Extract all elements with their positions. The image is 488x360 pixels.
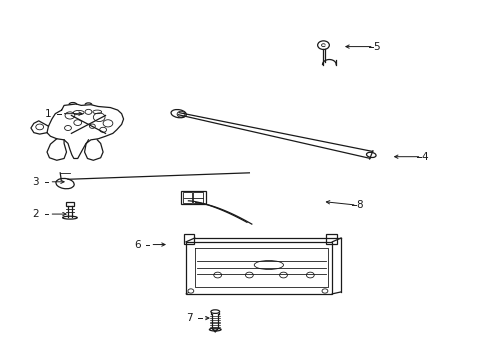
Bar: [183, 234, 194, 244]
Bar: [180, 191, 205, 204]
Text: 6: 6: [134, 239, 140, 249]
Text: 1: 1: [45, 109, 52, 119]
Text: 8: 8: [355, 200, 362, 210]
Bar: [182, 192, 192, 203]
Text: 4: 4: [421, 152, 427, 162]
Text: 2: 2: [32, 209, 39, 219]
Text: 7: 7: [186, 313, 193, 323]
Bar: [193, 192, 203, 203]
Bar: [66, 202, 74, 206]
Text: 3: 3: [32, 177, 39, 187]
Bar: [185, 242, 331, 294]
Bar: [326, 234, 336, 244]
Text: 5: 5: [372, 42, 379, 51]
